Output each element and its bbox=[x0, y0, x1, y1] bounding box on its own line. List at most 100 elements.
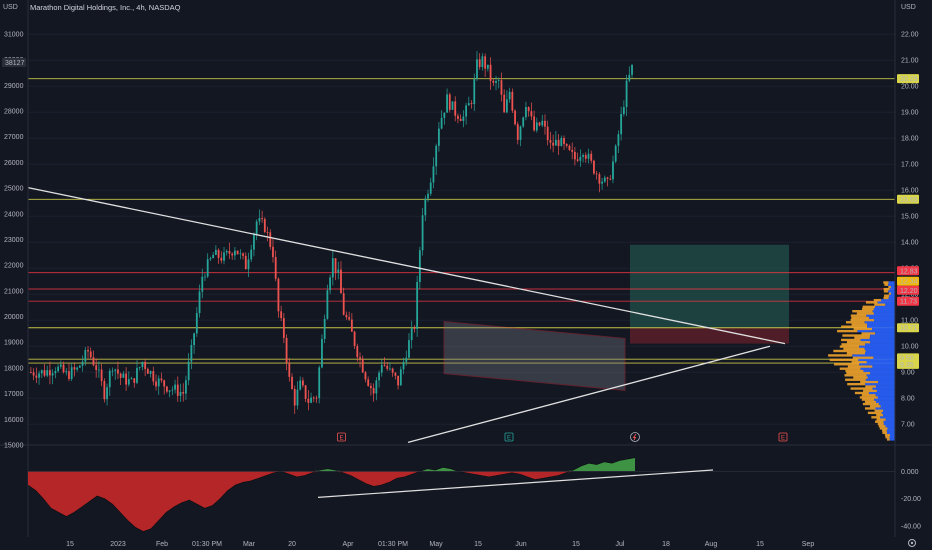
left-price-axis[interactable]: 3100030000290002800027000260002500024000… bbox=[4, 31, 24, 449]
x-axis-tick-2: Feb bbox=[156, 541, 168, 548]
settings-icon[interactable] bbox=[908, 539, 916, 547]
price-label-12-34: 12.34 bbox=[897, 276, 919, 286]
vp-bar-down bbox=[846, 371, 871, 375]
vp-bar-up bbox=[873, 312, 895, 315]
vp-bar-up bbox=[873, 307, 895, 311]
candle-body-199 bbox=[571, 149, 574, 152]
vp-bar-down bbox=[871, 416, 881, 419]
candle-body-139 bbox=[408, 340, 410, 358]
earnings-marker-3[interactable]: E bbox=[778, 432, 788, 442]
candle-body-189 bbox=[544, 120, 546, 127]
target-zone[interactable] bbox=[630, 244, 789, 328]
candle-body-202 bbox=[579, 156, 582, 161]
svg-text:12.83: 12.83 bbox=[900, 268, 918, 275]
candle-body-149 bbox=[435, 145, 438, 167]
vp-bar-down bbox=[841, 325, 868, 328]
channel-box[interactable] bbox=[443, 320, 626, 391]
candle-body-165 bbox=[478, 59, 481, 68]
vp-bar-up bbox=[869, 316, 895, 320]
oscillator-positive-area bbox=[28, 457, 635, 472]
price-label-11-73: 11.73 bbox=[897, 296, 919, 306]
x-axis-tick-14: Aug bbox=[705, 541, 718, 548]
right-axis-tick-11: 11.00 bbox=[901, 318, 918, 325]
vp-bar-down bbox=[884, 283, 889, 286]
candle-body-84 bbox=[258, 218, 261, 222]
candle-body-158 bbox=[459, 118, 462, 121]
oscillator-trendline[interactable] bbox=[317, 469, 714, 498]
x-axis-tick-10: Jun bbox=[515, 541, 526, 548]
right-axis-tick-4: 18.00 bbox=[901, 136, 919, 143]
right-axis-tick-7: 15.00 bbox=[901, 214, 919, 221]
vp-bar-down bbox=[864, 407, 876, 410]
candle-body-169 bbox=[489, 64, 492, 81]
left-axis-tick-7: 24000 bbox=[4, 211, 24, 218]
candle-body-56 bbox=[182, 391, 185, 394]
event-markers[interactable]: E E E bbox=[337, 432, 788, 442]
time-axis[interactable]: 15 2023 Feb 01:30 PM Mar 20 Apr 01:30 PM May 15 Ju… bbox=[66, 541, 814, 548]
vp-bar-down bbox=[878, 424, 886, 428]
vp-bar-down bbox=[888, 285, 891, 289]
earnings-marker-1[interactable]: E bbox=[337, 432, 346, 442]
vp-bar-down bbox=[862, 307, 874, 311]
candle-body-118 bbox=[350, 319, 353, 332]
vp-bar-down bbox=[844, 374, 867, 377]
x-axis-tick-9: 15 bbox=[474, 541, 482, 548]
x-axis-tick-3: 01:30 PM bbox=[192, 541, 222, 548]
vp-bar-down bbox=[862, 402, 879, 406]
svg-text:9.50: 9.50 bbox=[900, 355, 914, 362]
trendline-descending[interactable] bbox=[27, 186, 786, 345]
candle-body-193 bbox=[554, 139, 557, 146]
vp-bar-up bbox=[866, 314, 895, 317]
candle-body-15 bbox=[70, 367, 73, 379]
vp-bar-up bbox=[878, 402, 895, 406]
candle-body-120 bbox=[356, 346, 359, 358]
flash-marker[interactable] bbox=[630, 432, 640, 442]
horizontal-levels[interactable] bbox=[28, 78, 895, 364]
vp-bar-up bbox=[872, 327, 895, 331]
candle-body-49 bbox=[163, 380, 166, 387]
right-price-axis[interactable]: 22.00 21.00 20.00 19.00 18.00 17.00 16.00 15.00… bbox=[901, 32, 919, 429]
trendline-ascending[interactable] bbox=[407, 345, 771, 444]
candle-body-157 bbox=[457, 115, 459, 119]
right-axis-tick-3: 19.00 bbox=[901, 110, 919, 117]
vp-bar-down bbox=[851, 316, 870, 320]
trendlines[interactable] bbox=[27, 186, 786, 444]
candle-body-144 bbox=[421, 215, 424, 251]
candle-body-55 bbox=[179, 391, 182, 396]
candle-body-182 bbox=[525, 107, 527, 118]
candle-body-50 bbox=[166, 386, 168, 392]
vp-bar-down bbox=[867, 411, 882, 415]
oscillator-line bbox=[27, 457, 636, 532]
candle-body-77 bbox=[239, 253, 242, 255]
candle-body-67 bbox=[212, 254, 215, 259]
vp-bar-up bbox=[873, 356, 895, 359]
candle-body-34 bbox=[122, 373, 125, 378]
candle-body-116 bbox=[345, 314, 348, 318]
vp-bar-up bbox=[859, 345, 895, 348]
vp-bar-up bbox=[857, 329, 895, 333]
right-axis-tick-8: 14.00 bbox=[901, 240, 919, 247]
right-axis-tick-6: 16.00 bbox=[901, 188, 919, 195]
position-tool[interactable] bbox=[630, 244, 789, 344]
svg-text:12.20: 12.20 bbox=[900, 288, 918, 295]
earnings-marker-2[interactable]: E bbox=[504, 432, 514, 442]
candle-body-138 bbox=[405, 357, 408, 362]
svg-text:10.71: 10.71 bbox=[900, 325, 918, 332]
oscillator-axis-tick-1: -20.00 bbox=[901, 496, 921, 503]
right-axis-tick-14: 8.00 bbox=[901, 396, 915, 403]
vp-bar-up bbox=[890, 285, 895, 289]
candle-body-203 bbox=[582, 155, 584, 157]
candle-body-33 bbox=[119, 373, 122, 378]
price-channel[interactable] bbox=[443, 320, 626, 391]
vp-bar-up bbox=[858, 358, 895, 362]
candle-body-115 bbox=[342, 293, 345, 315]
candle-body-212 bbox=[606, 177, 609, 179]
stop-zone[interactable] bbox=[630, 327, 789, 344]
oscillator-axis[interactable]: 0.000 -20.00 -40.00 bbox=[901, 469, 921, 531]
candle-body-0 bbox=[30, 372, 32, 373]
candle-body-161 bbox=[467, 103, 470, 106]
vp-bar-down bbox=[882, 429, 887, 432]
candle-body-74 bbox=[231, 253, 234, 256]
vp-bar-down bbox=[861, 394, 876, 397]
